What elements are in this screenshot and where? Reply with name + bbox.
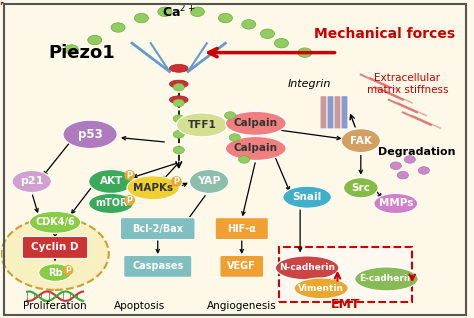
Circle shape xyxy=(191,7,204,17)
Ellipse shape xyxy=(29,211,81,233)
Ellipse shape xyxy=(63,120,117,149)
Ellipse shape xyxy=(226,136,286,160)
Circle shape xyxy=(418,167,429,174)
Ellipse shape xyxy=(294,278,348,299)
Text: mTOR: mTOR xyxy=(95,198,128,209)
FancyBboxPatch shape xyxy=(334,96,341,129)
Ellipse shape xyxy=(12,170,51,192)
Circle shape xyxy=(135,13,148,23)
FancyBboxPatch shape xyxy=(320,96,327,129)
Text: YAP: YAP xyxy=(197,176,221,186)
Text: Bcl-2/Bax: Bcl-2/Bax xyxy=(132,224,183,234)
Circle shape xyxy=(88,35,102,45)
Text: HIF-α: HIF-α xyxy=(228,224,256,234)
Text: P: P xyxy=(65,266,71,275)
Text: p21: p21 xyxy=(20,176,44,186)
Text: Caspases: Caspases xyxy=(132,261,183,271)
Text: CDK4/6: CDK4/6 xyxy=(35,217,75,227)
Circle shape xyxy=(173,83,184,91)
Ellipse shape xyxy=(355,267,418,291)
Circle shape xyxy=(173,131,184,138)
Text: TFF1: TFF1 xyxy=(188,120,217,130)
Ellipse shape xyxy=(341,129,381,153)
Circle shape xyxy=(225,112,236,119)
Ellipse shape xyxy=(169,80,188,88)
FancyBboxPatch shape xyxy=(279,247,412,302)
Text: AKT: AKT xyxy=(100,176,123,186)
Text: Rb: Rb xyxy=(48,268,63,278)
Circle shape xyxy=(260,29,274,38)
Circle shape xyxy=(242,20,256,29)
Text: N-cadherin: N-cadherin xyxy=(279,263,335,273)
FancyBboxPatch shape xyxy=(120,218,195,240)
Ellipse shape xyxy=(190,169,229,193)
Ellipse shape xyxy=(275,256,339,280)
Circle shape xyxy=(173,99,184,107)
Text: Calpain: Calpain xyxy=(234,118,278,128)
Circle shape xyxy=(390,162,401,169)
FancyBboxPatch shape xyxy=(124,255,192,277)
Ellipse shape xyxy=(226,111,286,135)
Text: Extracellular
matrix stiffness: Extracellular matrix stiffness xyxy=(367,73,448,95)
Ellipse shape xyxy=(169,96,188,104)
Text: P: P xyxy=(173,177,180,186)
Ellipse shape xyxy=(176,113,228,137)
Text: P: P xyxy=(127,171,133,180)
Text: Degradation: Degradation xyxy=(378,147,456,157)
Text: Cyclin D: Cyclin D xyxy=(31,242,79,252)
Ellipse shape xyxy=(374,193,418,213)
Circle shape xyxy=(158,7,172,17)
Ellipse shape xyxy=(89,169,134,193)
Text: VEGF: VEGF xyxy=(228,261,256,271)
Text: Snail: Snail xyxy=(292,192,322,202)
Text: p53: p53 xyxy=(78,128,102,141)
Ellipse shape xyxy=(127,176,179,200)
Circle shape xyxy=(1,218,109,290)
FancyBboxPatch shape xyxy=(327,96,334,129)
Text: Src: Src xyxy=(351,183,370,193)
Text: MAPKs: MAPKs xyxy=(133,183,173,193)
Text: EMT: EMT xyxy=(331,298,360,311)
FancyBboxPatch shape xyxy=(220,255,264,277)
Text: Vimentin: Vimentin xyxy=(298,284,344,293)
Text: Mechanical forces: Mechanical forces xyxy=(314,27,455,41)
Ellipse shape xyxy=(89,193,134,213)
Circle shape xyxy=(219,13,232,23)
Text: Angiogenesis: Angiogenesis xyxy=(207,301,277,311)
Circle shape xyxy=(64,45,78,54)
Text: P: P xyxy=(127,196,133,205)
Text: FAK: FAK xyxy=(350,135,372,146)
Ellipse shape xyxy=(344,178,378,198)
Circle shape xyxy=(404,156,415,163)
FancyBboxPatch shape xyxy=(22,237,88,259)
Circle shape xyxy=(238,156,250,163)
FancyBboxPatch shape xyxy=(215,218,268,240)
Circle shape xyxy=(111,23,125,32)
Text: Calpain: Calpain xyxy=(234,143,278,154)
Text: Piezo1: Piezo1 xyxy=(48,44,115,62)
Text: MMPs: MMPs xyxy=(379,198,413,209)
Text: Ca$^{2+}$: Ca$^{2+}$ xyxy=(162,3,195,20)
Circle shape xyxy=(173,146,184,154)
Text: Proliferation: Proliferation xyxy=(23,301,87,311)
FancyBboxPatch shape xyxy=(341,96,348,129)
Circle shape xyxy=(274,38,289,48)
Text: Integrin: Integrin xyxy=(288,79,331,89)
Text: Apoptosis: Apoptosis xyxy=(113,301,164,311)
Circle shape xyxy=(397,171,409,179)
Ellipse shape xyxy=(169,65,188,72)
Ellipse shape xyxy=(39,264,72,281)
Ellipse shape xyxy=(283,186,331,208)
Circle shape xyxy=(229,134,240,141)
Circle shape xyxy=(173,115,184,122)
Circle shape xyxy=(298,48,312,57)
Text: E-cadherin: E-cadherin xyxy=(359,274,414,283)
